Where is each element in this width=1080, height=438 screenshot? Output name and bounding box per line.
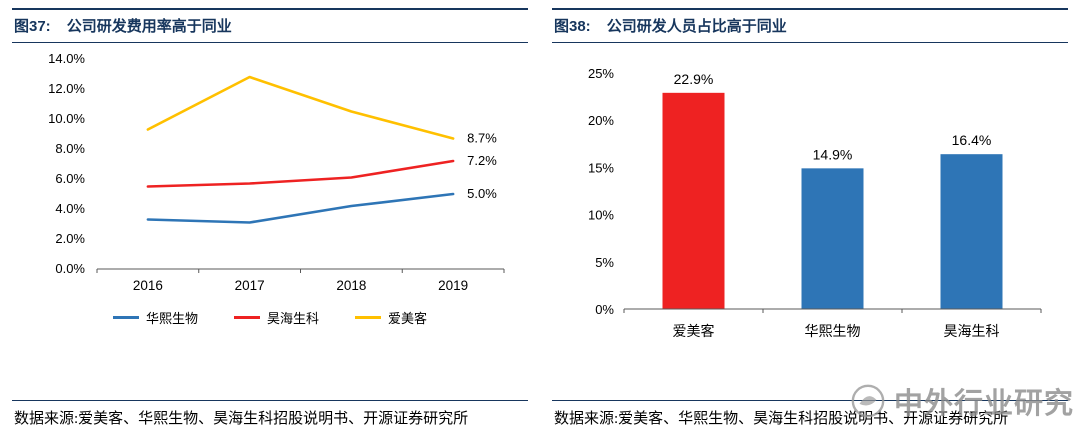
figure-38-title-row: 图38: 公司研发人员占比高于同业 bbox=[552, 10, 1068, 42]
y-axis-tick-label: 25% bbox=[588, 66, 614, 81]
title-underline bbox=[12, 42, 528, 43]
series-line bbox=[146, 159, 455, 188]
figure-37-panel: 图37: 公司研发费用率高于同业 0.0% 2.0% 4.0% 6.0% 8.0% 10.… bbox=[12, 8, 528, 432]
legend-item: 爱美客 bbox=[355, 308, 427, 327]
figure-37-source-block: 数据来源:爱美客、华熙生物、昊海生科招股说明书、开源证券研究所 bbox=[12, 400, 528, 432]
y-axis-tick-label: 0.0% bbox=[55, 261, 85, 276]
legend-swatch bbox=[233, 316, 260, 319]
y-axis-tick-label: 14.0% bbox=[48, 51, 85, 66]
bar bbox=[801, 168, 864, 309]
bar-value-label: 22.9% bbox=[674, 71, 714, 87]
source-rule bbox=[12, 400, 528, 402]
x-axis-label: 2017 bbox=[235, 278, 265, 293]
y-axis-tick-label: 10.0% bbox=[48, 111, 85, 126]
category-label: 华熙生物 bbox=[805, 323, 861, 339]
line-chart-svg: 0.0% 2.0% 4.0% 6.0% 8.0% 10.0% 12.0% 14.0% 2016 2… bbox=[48, 51, 505, 293]
legend-label: 华熙生物 bbox=[145, 311, 198, 326]
panel-top-rule bbox=[552, 8, 1068, 10]
y-axis-tick-label: 0% bbox=[595, 302, 614, 317]
panel-top-rule bbox=[12, 8, 528, 10]
series-end-label: 7.2% bbox=[467, 153, 497, 168]
line-chart: 0.0% 2.0% 4.0% 6.0% 8.0% 10.0% 12.0% 14.0% 2016 2… bbox=[12, 43, 528, 301]
bar-value-label: 16.4% bbox=[952, 132, 992, 148]
bar bbox=[662, 92, 725, 309]
category-label: 昊海生科 bbox=[944, 323, 1000, 339]
figure-37-title-text: 公司研发费用率高于同业 bbox=[66, 18, 232, 35]
y-axis-tick-label: 8.0% bbox=[55, 141, 85, 156]
y-axis-tick-label: 10% bbox=[588, 208, 614, 223]
legend-label: 爱美客 bbox=[388, 311, 428, 326]
series-line bbox=[146, 192, 455, 224]
figure-37-title-row: 图37: 公司研发费用率高于同业 bbox=[12, 10, 528, 42]
y-axis-tick-label: 2.0% bbox=[55, 231, 85, 246]
legend-swatch bbox=[355, 316, 381, 319]
figure-38-source-text: 数据来源:爱美客、华熙生物、昊海生科招股说明书、开源证券研究所 bbox=[554, 411, 1009, 428]
legend-item: 昊海生科 bbox=[233, 308, 319, 327]
y-axis-tick-label: 5% bbox=[595, 255, 614, 270]
series-end-label: 8.7% bbox=[467, 131, 497, 146]
x-axis-label: 2019 bbox=[438, 278, 468, 293]
bar-chart: 0% 5% 10% 15% 20% 25% 22.9% 爱美客 14.9% 华熙生物 16.4% 昊海… bbox=[552, 43, 1068, 349]
legend-swatch bbox=[112, 316, 139, 319]
bar-chart-svg: 0% 5% 10% 15% 20% 25% 22.9% 爱美客 14.9% 华熙生物 16.4% 昊海… bbox=[588, 66, 1042, 339]
series-line bbox=[146, 75, 455, 140]
figure-38-title-text: 公司研发人员占比高于同业 bbox=[606, 18, 787, 35]
category-label: 爱美客 bbox=[673, 323, 715, 339]
y-axis-tick-label: 20% bbox=[588, 113, 614, 128]
x-axis-label: 2016 bbox=[133, 278, 163, 293]
bar bbox=[940, 154, 1003, 309]
figure-38-label: 图38: bbox=[554, 18, 591, 35]
figure-37-label: 图37: bbox=[14, 18, 51, 35]
figure-38-panel: 图38: 公司研发人员占比高于同业 0% 5% 10% 15% 20% 25% 22.9% 爱… bbox=[552, 8, 1073, 432]
bar-value-label: 14.9% bbox=[813, 146, 853, 162]
y-axis-tick-label: 6.0% bbox=[55, 171, 85, 186]
x-axis-label: 2018 bbox=[336, 278, 366, 293]
figure-38-source-block: 数据来源:爱美客、华熙生物、昊海生科招股说明书、开源证券研究所 bbox=[552, 400, 1068, 432]
legend-item: 华熙生物 bbox=[112, 308, 198, 327]
line-chart-legend: 华熙生物 昊海生科 爱美客 bbox=[12, 301, 528, 329]
y-axis-tick-label: 15% bbox=[588, 160, 614, 175]
y-axis-tick-label: 12.0% bbox=[48, 81, 85, 96]
series-end-label: 5.0% bbox=[467, 186, 497, 201]
y-axis-tick-label: 4.0% bbox=[55, 201, 85, 216]
figure-37-source-text: 数据来源:爱美客、华熙生物、昊海生科招股说明书、开源证券研究所 bbox=[14, 411, 469, 428]
title-underline bbox=[552, 42, 1068, 43]
legend-label: 昊海生科 bbox=[266, 311, 319, 326]
source-rule bbox=[552, 400, 1068, 402]
